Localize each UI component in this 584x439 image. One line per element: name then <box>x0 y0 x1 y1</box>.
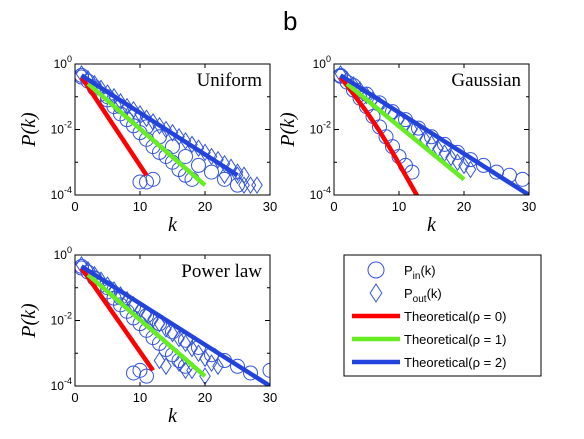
x-tick-label: 10 <box>133 390 147 405</box>
data-point-diamond <box>166 324 179 343</box>
legend-entry: Pout(k) <box>369 283 442 305</box>
chart-panel-2: 0 10 20 30 10-4 10-2 100 Gaussian k P(k) <box>277 54 536 236</box>
data-point-diamond <box>445 148 457 167</box>
legend-entry: Theoretical(ρ = 1) <box>352 332 506 347</box>
figure-panel-letter: b <box>283 6 298 36</box>
data-point-diamond <box>464 160 477 179</box>
x-tick-label: 30 <box>522 199 536 214</box>
y-tick-label: 10-4 <box>51 185 72 202</box>
y-tick-label: 10-4 <box>51 376 72 393</box>
data-point-circle <box>334 68 348 84</box>
data-point-circle <box>515 171 529 187</box>
data-point-diamond <box>173 329 185 348</box>
x-tick-label: 10 <box>133 199 147 214</box>
data-point-diamond <box>179 334 192 353</box>
y-tick-label: 100 <box>54 245 72 262</box>
data-point-circle <box>230 358 245 374</box>
theoretical-line-rho0 <box>338 75 420 195</box>
data-point-diamond <box>334 64 347 83</box>
legend-label: Theoretical(ρ = 2) <box>404 355 506 370</box>
data-point-diamond <box>153 314 166 333</box>
data-point-circle <box>75 69 89 85</box>
legend-label: Pin(k) <box>404 263 436 282</box>
x-axis-label: k <box>168 405 178 427</box>
data-point-diamond <box>160 357 172 376</box>
legend-diamond-icon <box>369 283 383 303</box>
legend-label: Theoretical(ρ = 1) <box>404 332 506 347</box>
plot-area <box>334 64 529 195</box>
y-tick-label: 100 <box>54 54 72 71</box>
data-point-circle <box>145 171 161 187</box>
data-point-circle <box>243 365 258 381</box>
data-point-diamond <box>458 156 470 175</box>
x-axis-label: k <box>168 214 178 236</box>
legend-label: Theoretical(ρ = 0) <box>404 309 506 324</box>
theoretical-line-rho2 <box>80 73 239 178</box>
data-point-circle <box>204 164 219 180</box>
data-point-diamond <box>160 320 172 338</box>
data-point-diamond <box>212 357 224 376</box>
theoretical-line-rho2 <box>339 73 529 195</box>
data-point-circle <box>165 139 180 155</box>
theoretical-line-rho0 <box>79 75 149 177</box>
legend-entry: Pin(k) <box>367 261 436 282</box>
theoretical-line-rho1 <box>86 273 207 378</box>
x-tick-label: 20 <box>198 199 212 214</box>
y-tick-label: 100 <box>313 54 331 71</box>
x-tick-label: 30 <box>263 199 277 214</box>
legend-entry: Theoretical(ρ = 2) <box>352 355 506 370</box>
y-tick-label: 10-2 <box>51 311 72 328</box>
data-point-diamond <box>218 154 231 173</box>
x-tick-label: 20 <box>198 390 212 405</box>
chart-panel-1: 0 10 20 30 10-4 10-2 100 Uniform k P(k) <box>18 54 277 236</box>
data-point-circle <box>178 148 193 164</box>
plot-area <box>75 64 263 195</box>
data-point-circle <box>230 177 245 193</box>
data-point-diamond <box>199 349 211 368</box>
data-point-diamond <box>186 339 198 358</box>
data-point-diamond <box>251 176 263 195</box>
data-point-diamond <box>218 166 231 185</box>
legend: Pin(k) Pout(k) Theoretical(ρ = 0) Theoretic… <box>343 254 542 377</box>
data-point-diamond <box>173 354 185 373</box>
data-point-diamond <box>225 158 237 177</box>
legend-label: Pout(k) <box>404 286 442 305</box>
x-tick-label: 0 <box>71 390 78 405</box>
legend-entry: Theoretical(ρ = 0) <box>352 309 506 324</box>
x-tick-label: 20 <box>457 199 471 214</box>
data-point-circle <box>75 260 89 276</box>
chart-title: Power law <box>181 261 262 282</box>
y-axis-label: P(k) <box>18 112 40 148</box>
y-axis-label: P(k) <box>277 112 299 148</box>
legend-circle-icon <box>367 261 385 279</box>
y-tick-label: 10-4 <box>310 185 331 202</box>
data-point-circle <box>191 157 206 173</box>
theoretical-line-rho1 <box>345 81 466 182</box>
data-point-circle <box>217 171 232 187</box>
plot-area <box>75 255 270 386</box>
x-tick-label: 0 <box>71 199 78 214</box>
data-point-circle <box>476 157 491 173</box>
x-axis-label: k <box>427 214 437 236</box>
y-axis-label: P(k) <box>18 303 40 339</box>
data-point-diamond <box>212 150 224 169</box>
data-point-diamond <box>192 344 205 363</box>
data-point-circle <box>262 362 270 378</box>
data-point-diamond <box>153 351 166 370</box>
data-point-circle <box>139 368 154 384</box>
theoretical-line-rho1 <box>86 82 207 187</box>
y-tick-label: 10-2 <box>310 120 331 137</box>
y-tick-label: 10-2 <box>51 120 72 137</box>
data-point-diamond <box>451 153 464 172</box>
theoretical-line-rho2 <box>80 264 270 386</box>
x-tick-label: 30 <box>263 390 277 405</box>
x-tick-label: 0 <box>330 199 337 214</box>
x-tick-label: 10 <box>392 199 406 214</box>
chart-panel-3: 0 10 20 30 10-4 10-2 100 Power law k P(k) <box>18 245 277 427</box>
chart-title: Gaussian <box>451 70 521 91</box>
theoretical-line-rho0 <box>79 266 155 372</box>
chart-title: Uniform <box>197 70 263 91</box>
data-point-diamond <box>231 163 244 182</box>
